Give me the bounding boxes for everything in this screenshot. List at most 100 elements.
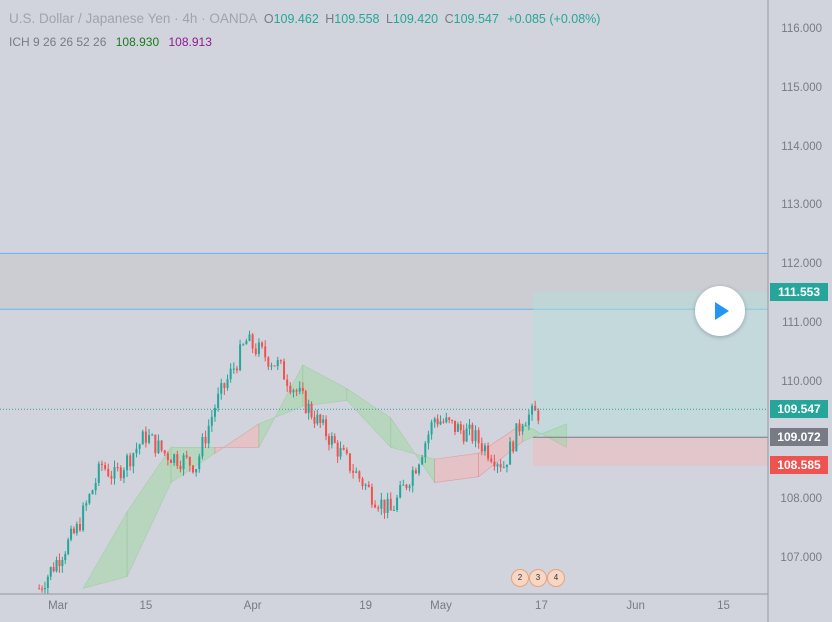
candle-body	[283, 361, 286, 380]
candle-body	[55, 560, 58, 572]
events-badge[interactable]: 2 3 4	[509, 566, 569, 588]
candle-body	[261, 342, 264, 347]
candle-body	[418, 464, 421, 474]
candle-body	[122, 470, 125, 479]
price-tick-label: 115.000	[781, 81, 822, 94]
candle-body	[339, 447, 342, 457]
candle-body	[367, 484, 370, 487]
indicator-legend[interactable]: ICH 9 26 26 52 26 108.930 108.913	[9, 35, 212, 49]
price-tick-label: 110.000	[781, 375, 822, 388]
candle-body	[468, 424, 471, 429]
time-tick-label: Jun	[626, 600, 645, 612]
candle-body	[502, 467, 505, 469]
resistance-zone-fill	[0, 253, 768, 310]
candle-body	[448, 417, 451, 421]
candle-body	[52, 567, 55, 572]
candle-body	[91, 490, 94, 495]
target-box	[533, 291, 768, 466]
candle-body	[295, 390, 298, 392]
indicator-label: ICH 9 26 26 52 26	[9, 35, 107, 49]
cloud-segment	[258, 364, 304, 448]
high-value: 109.558	[334, 12, 380, 26]
candle-body	[370, 486, 373, 505]
candle-body	[512, 441, 515, 452]
candle-body	[355, 471, 358, 473]
event-marker[interactable]: 3	[529, 569, 547, 587]
candle-body	[487, 445, 490, 459]
candle-body	[424, 443, 427, 458]
candle-body	[94, 482, 97, 491]
candle-body	[442, 421, 445, 423]
close-value: 109.547	[453, 12, 499, 26]
candle-body	[521, 425, 524, 432]
candle-body	[499, 464, 502, 468]
candle-body	[531, 405, 534, 415]
candle-body	[276, 360, 279, 367]
candle-body	[471, 424, 474, 442]
candle-body	[392, 510, 395, 512]
candle-body	[327, 436, 330, 445]
candle-body	[185, 455, 188, 457]
open-label: O	[263, 12, 274, 26]
candle-body	[436, 418, 439, 425]
price-tick-label: 112.000	[781, 258, 822, 271]
time-tick-label: 15	[717, 600, 730, 612]
candle-body	[454, 420, 457, 432]
candle-body	[348, 453, 351, 471]
candle-body	[273, 365, 276, 367]
event-marker[interactable]: 2	[511, 569, 529, 587]
axes	[0, 0, 769, 622]
candle-body	[267, 357, 270, 367]
candle-body	[254, 348, 257, 355]
cloud-segment	[302, 364, 348, 407]
event-marker[interactable]: 4	[547, 569, 565, 587]
candle-body	[119, 467, 122, 479]
candle-body	[383, 499, 386, 513]
candle-body	[148, 435, 151, 443]
symbol-legend: U.S. Dollar / Japanese Yen · 4h · OANDA …	[9, 11, 600, 26]
cloud-segment	[434, 452, 479, 483]
time-tick-label: Apr	[243, 600, 262, 612]
cloud-segment	[82, 510, 128, 589]
stop-price-tag: 108.585	[770, 456, 828, 474]
close-label: C	[444, 12, 454, 26]
candle-body	[157, 440, 160, 453]
play-replay-button[interactable]	[695, 286, 745, 336]
candle-body	[176, 454, 179, 466]
candle-body	[493, 461, 496, 467]
time-tick-label: 15	[139, 600, 153, 612]
candle-body	[377, 507, 380, 509]
candle-body	[304, 391, 307, 413]
price-tick-label: 114.000	[781, 140, 822, 153]
candle-body	[399, 485, 402, 498]
candle-body	[433, 418, 436, 423]
candle-body	[405, 484, 408, 488]
candle-body	[342, 447, 345, 450]
candle-body	[333, 435, 336, 443]
candle-body	[49, 567, 52, 577]
candle-body	[325, 419, 328, 437]
candle-body	[126, 455, 129, 471]
candle-body	[239, 344, 242, 371]
candle-body	[38, 588, 41, 590]
candle-body	[217, 393, 220, 408]
time-tick-label: 17	[535, 600, 548, 612]
candle-body	[138, 444, 141, 449]
candle-body	[110, 476, 113, 479]
time-tick-label: Mar	[48, 600, 68, 612]
candle-body	[64, 554, 67, 561]
candle-body	[46, 576, 49, 589]
candle-body	[144, 431, 147, 443]
candle-body	[380, 499, 383, 509]
candle-body	[465, 428, 468, 442]
candle-body	[191, 465, 194, 473]
candle-body	[298, 387, 301, 392]
candle-body	[195, 468, 198, 473]
candle-body	[75, 523, 78, 534]
candle-body	[509, 441, 512, 465]
candle-body	[286, 379, 289, 386]
candle-body	[319, 414, 322, 423]
candle-body	[345, 449, 348, 454]
